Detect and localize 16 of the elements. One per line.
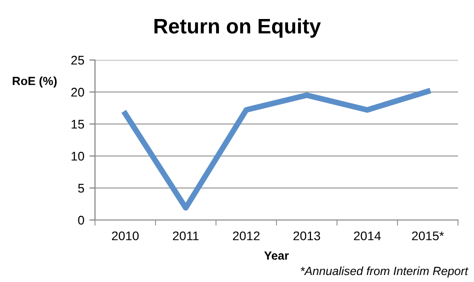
y-tick-label: 10 [72, 152, 84, 161]
y-tick-label: 5 [78, 184, 84, 193]
x-tick-label: 2015* [412, 231, 444, 240]
chart-title: Return on Equity [154, 18, 321, 38]
x-tick-label: 2012 [232, 231, 260, 240]
y-tick-label: 25 [71, 56, 84, 65]
x-axis-title: Year [264, 252, 289, 260]
text: *Annualised from Interim Report [300, 266, 468, 278]
y-tick-label: 15 [72, 120, 84, 129]
x-tick-label: 2010 [112, 231, 139, 240]
y-axis-title: RoE (%) [12, 76, 57, 88]
y-tick-label: 20 [71, 88, 84, 97]
x-tick-label: 2011 [172, 231, 199, 240]
x-tick-label: 2014 [354, 231, 381, 240]
x-tick-label: 2013 [293, 231, 320, 240]
y-tick-label: 0 [78, 216, 84, 225]
